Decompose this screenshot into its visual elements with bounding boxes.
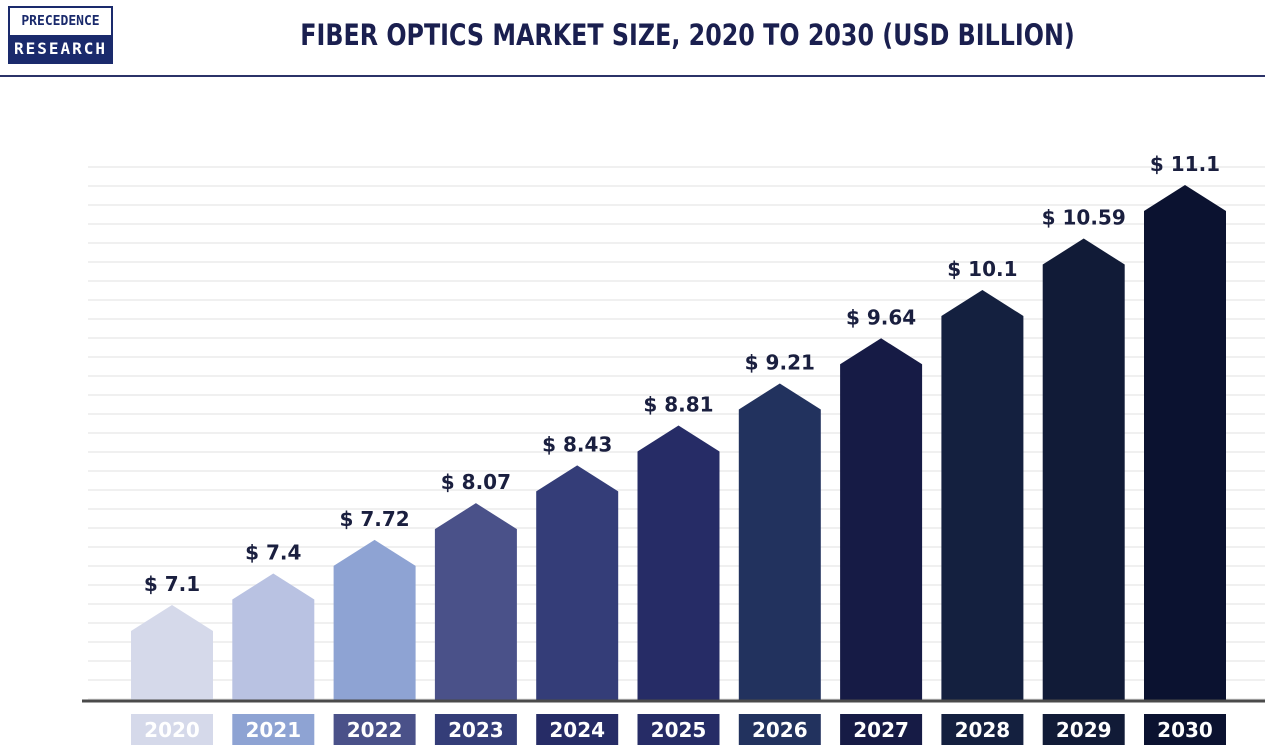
year-label-2024: 2024 (549, 718, 605, 742)
value-label-2025: $ 8.81 (643, 392, 713, 416)
year-label-2025: 2025 (651, 718, 707, 742)
bar-2024 (536, 465, 619, 700)
value-label-2027: $ 9.64 (846, 305, 916, 329)
bar-2026 (738, 383, 821, 700)
year-label-2029: 2029 (1056, 718, 1112, 742)
year-box-2024 (536, 714, 619, 745)
value-label-2026: $ 9.21 (745, 350, 815, 374)
year-box-2026 (738, 714, 821, 745)
year-box-2025 (637, 714, 720, 745)
year-label-2026: 2026 (752, 718, 808, 742)
value-label-2024: $ 8.43 (542, 432, 612, 456)
year-box-2021 (232, 714, 315, 745)
bars: $ 7.1 $ 7.4 $ 7.72 $ 8.07 $ 8.43 $ 8.81 $ 9.21… (131, 152, 1226, 701)
year-labels: 2020 2021 2022 2023 2024 2025 2026 2027 2028 2029… (131, 714, 1226, 745)
year-box-2023 (434, 714, 517, 745)
year-label-2028: 2028 (955, 718, 1011, 742)
year-box-2020 (131, 714, 213, 745)
precedence-research-logo: PRECEDENCE RESEARCH (8, 6, 113, 64)
title-divider (0, 75, 1265, 77)
value-label-2029: $ 10.59 (1042, 206, 1126, 230)
year-label-2027: 2027 (853, 718, 909, 742)
logo-line-2: RESEARCH (10, 35, 111, 62)
value-label-2022: $ 7.72 (339, 507, 409, 531)
value-label-2028: $ 10.1 (947, 257, 1017, 281)
year-box-2030 (1144, 714, 1226, 745)
bar-2022 (333, 539, 416, 700)
year-label-2021: 2021 (245, 718, 301, 742)
bar-2020 (131, 605, 213, 700)
year-label-2023: 2023 (448, 718, 504, 742)
year-label-2020: 2020 (144, 718, 200, 742)
value-label-2021: $ 7.4 (245, 541, 301, 565)
value-label-2023: $ 8.07 (441, 470, 511, 494)
bar-2028 (941, 290, 1024, 700)
year-box-2029 (1042, 714, 1125, 745)
bar-2029 (1042, 238, 1125, 701)
chart-title: FIBER OPTICS MARKET SIZE, 2020 TO 2030 (… (300, 18, 1075, 52)
year-label-2022: 2022 (347, 718, 403, 742)
bar-2027 (840, 338, 923, 700)
logo-line-1: PRECEDENCE (10, 8, 111, 35)
year-label-2030: 2030 (1157, 718, 1213, 742)
bar-2030 (1144, 185, 1226, 700)
bar-2021 (232, 573, 315, 700)
year-box-2022 (333, 714, 416, 745)
year-box-2028 (941, 714, 1024, 745)
value-label-2030: $ 11.1 (1150, 152, 1220, 176)
bar-2025 (637, 425, 720, 700)
year-box-2027 (840, 714, 923, 745)
value-label-2020: $ 7.1 (144, 572, 200, 596)
bar-2023 (434, 503, 517, 700)
